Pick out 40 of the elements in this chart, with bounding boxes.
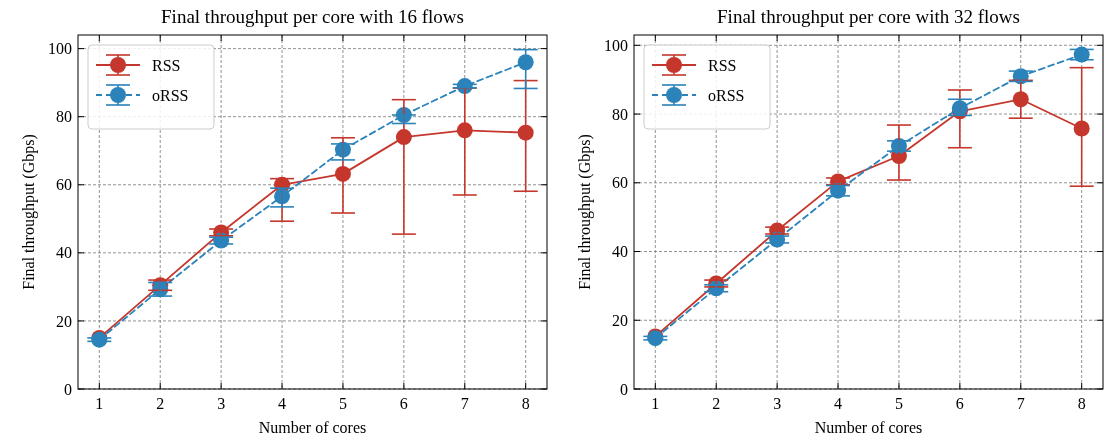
chart-title: Final throughput per core with 16 flows [161, 6, 464, 27]
x-tick-label: 3 [217, 395, 226, 412]
x-tick-label: 6 [955, 395, 964, 412]
x-axis-title: Number of cores [814, 419, 923, 436]
chart-title: Final throughput per core with 32 flows [717, 6, 1020, 27]
x-tick-label: 7 [1016, 395, 1025, 412]
legend-label: oRSS [152, 86, 189, 104]
point [517, 124, 534, 141]
x-tick-label: 4 [834, 395, 843, 412]
y-tick-label: 80 [612, 105, 628, 123]
x-tick-label: 3 [773, 395, 782, 412]
x-tick-label: 1 [651, 395, 660, 412]
x-tick-label: 4 [278, 395, 287, 412]
y-tick-label: 60 [612, 174, 628, 192]
y-tick-label: 40 [56, 244, 72, 262]
point [517, 54, 534, 71]
y-tick-label: 80 [56, 108, 72, 126]
legend-label: oRSS [708, 86, 745, 104]
x-tick-label: 2 [156, 395, 165, 412]
legend-label: RSS [708, 56, 737, 74]
x-axis-title: Number of cores [258, 419, 367, 436]
y-tick-label: 100 [48, 40, 72, 58]
x-tick-label: 5 [894, 395, 903, 412]
x-tick-label: 6 [399, 395, 408, 412]
y-tick-label: 100 [604, 36, 628, 54]
y-tick-label: 20 [612, 311, 628, 329]
x-tick-label: 1 [95, 395, 104, 412]
y-axis-title: Final throughput (Gbps) [576, 134, 594, 290]
legend-label: RSS [152, 56, 181, 74]
x-tick-label: 2 [712, 395, 721, 412]
y-axis-title: Final throughput (Gbps) [20, 134, 38, 290]
x-tick-label: 8 [521, 395, 530, 412]
y-tick-label: 20 [56, 312, 72, 330]
y-tick-label: 40 [612, 243, 628, 261]
y-tick-label: 0 [620, 380, 628, 398]
y-tick-label: 60 [56, 176, 72, 194]
x-tick-label: 7 [460, 395, 469, 412]
x-tick-label: 8 [1077, 395, 1086, 412]
x-tick-label: 5 [338, 395, 347, 412]
y-tick-label: 0 [64, 380, 72, 398]
